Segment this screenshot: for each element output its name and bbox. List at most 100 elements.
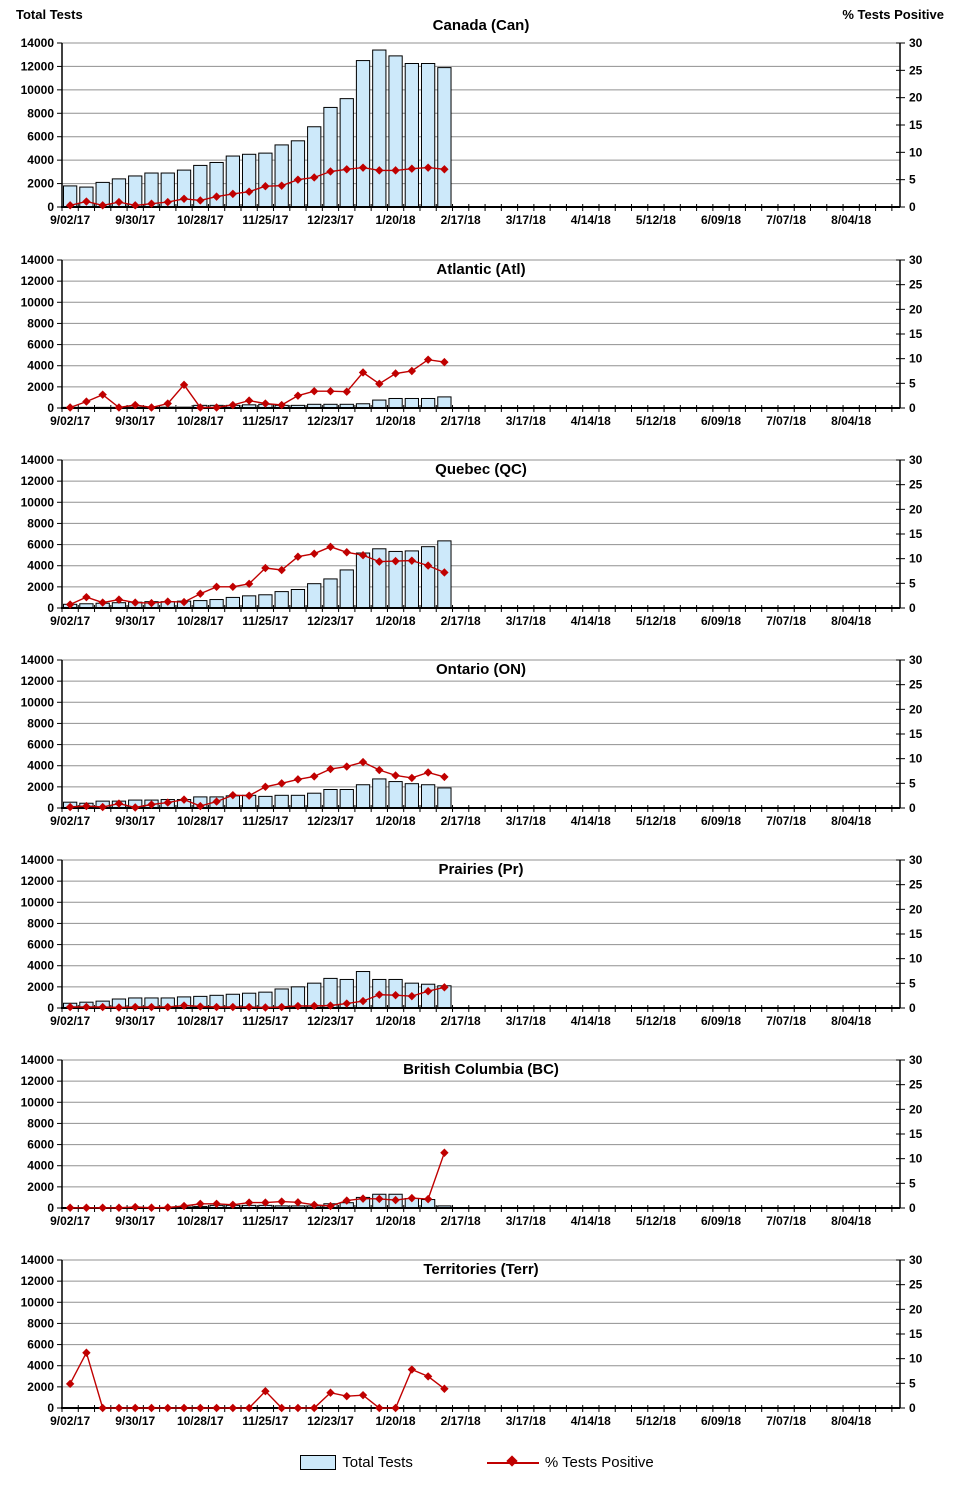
svg-text:4000: 4000 <box>27 959 54 973</box>
svg-text:0: 0 <box>909 1401 916 1415</box>
svg-text:5: 5 <box>909 976 916 990</box>
svg-text:10/28/17: 10/28/17 <box>177 213 224 227</box>
svg-text:15: 15 <box>909 1327 923 1341</box>
svg-text:12/23/17: 12/23/17 <box>307 1014 354 1028</box>
svg-text:Prairies (Pr): Prairies (Pr) <box>438 861 523 878</box>
svg-text:9/02/17: 9/02/17 <box>50 814 90 828</box>
svg-text:2000: 2000 <box>27 1380 54 1394</box>
svg-text:6/09/18: 6/09/18 <box>701 814 741 828</box>
svg-text:8000: 8000 <box>27 716 54 730</box>
svg-text:Territories (Terr): Territories (Terr) <box>423 1261 538 1278</box>
svg-text:2/17/18: 2/17/18 <box>441 814 481 828</box>
svg-text:12000: 12000 <box>21 274 55 288</box>
svg-text:2000: 2000 <box>27 780 54 794</box>
svg-text:12000: 12000 <box>21 1274 55 1288</box>
svg-text:6000: 6000 <box>27 738 54 752</box>
svg-text:7/07/18: 7/07/18 <box>766 1214 806 1228</box>
svg-text:8000: 8000 <box>27 916 54 930</box>
chart-quebec-canvas: 0 2000 4000 6000 8000 10000 12000 14000 0 5 10 15 20… <box>21 453 923 628</box>
svg-text:30: 30 <box>909 453 923 467</box>
svg-text:4000: 4000 <box>27 559 54 573</box>
svg-text:2000: 2000 <box>27 380 54 394</box>
svg-text:10000: 10000 <box>21 895 55 909</box>
svg-text:9/30/17: 9/30/17 <box>115 1014 155 1028</box>
legend: Total Tests % Tests Positive <box>0 1430 954 1494</box>
svg-text:1/20/18: 1/20/18 <box>376 1414 416 1428</box>
svg-text:10/28/17: 10/28/17 <box>177 1214 224 1228</box>
svg-text:2/17/18: 2/17/18 <box>441 1014 481 1028</box>
chart-ontario-canvas: 0 2000 4000 6000 8000 10000 12000 14000 0 5 10 15 20… <box>21 653 923 828</box>
svg-text:30: 30 <box>909 653 923 667</box>
pct-positive-marker <box>486 1455 539 1469</box>
svg-text:6/09/18: 6/09/18 <box>701 614 741 628</box>
svg-text:6000: 6000 <box>27 1138 54 1152</box>
chart-quebec: 0 2000 4000 6000 8000 10000 12000 14000 0 5 10 15 20… <box>0 430 954 630</box>
svg-text:British Columbia (BC): British Columbia (BC) <box>403 1061 559 1078</box>
svg-text:25: 25 <box>909 1078 923 1092</box>
svg-text:2/17/18: 2/17/18 <box>441 414 481 428</box>
svg-text:5: 5 <box>909 576 916 590</box>
svg-text:9/02/17: 9/02/17 <box>50 1014 90 1028</box>
svg-text:0: 0 <box>909 1201 916 1215</box>
svg-text:4/14/18: 4/14/18 <box>571 1014 611 1028</box>
svg-text:5: 5 <box>909 1376 916 1390</box>
svg-text:5/12/18: 5/12/18 <box>636 213 676 227</box>
svg-text:14000: 14000 <box>21 36 55 50</box>
svg-text:15: 15 <box>909 1127 923 1141</box>
svg-text:8/04/18: 8/04/18 <box>831 614 871 628</box>
svg-text:12/23/17: 12/23/17 <box>307 213 354 227</box>
svg-text:4000: 4000 <box>27 759 54 773</box>
svg-text:2000: 2000 <box>27 980 54 994</box>
svg-text:5/12/18: 5/12/18 <box>636 1014 676 1028</box>
svg-text:11/25/17: 11/25/17 <box>242 1014 288 1028</box>
svg-text:6000: 6000 <box>27 1338 54 1352</box>
svg-text:9/30/17: 9/30/17 <box>115 213 155 227</box>
svg-text:10: 10 <box>909 552 923 566</box>
svg-text:3/17/18: 3/17/18 <box>506 614 546 628</box>
svg-text:10/28/17: 10/28/17 <box>177 1414 224 1428</box>
svg-text:4000: 4000 <box>27 1159 54 1173</box>
svg-text:6/09/18: 6/09/18 <box>701 1214 741 1228</box>
pct-positive-diamond-icon <box>506 1455 518 1467</box>
svg-text:2000: 2000 <box>27 1180 54 1194</box>
svg-text:8000: 8000 <box>27 1116 54 1130</box>
svg-text:25: 25 <box>909 63 923 77</box>
legend-total-tests-label: Total Tests <box>342 1453 413 1471</box>
svg-text:12/23/17: 12/23/17 <box>307 414 354 428</box>
svg-text:8/04/18: 8/04/18 <box>831 1014 871 1028</box>
svg-text:6000: 6000 <box>27 938 54 952</box>
svg-text:8000: 8000 <box>27 106 54 120</box>
chart-british-columbia: 0 2000 4000 6000 8000 10000 12000 14000 0 5 10 15 20… <box>0 1030 954 1230</box>
svg-text:5/12/18: 5/12/18 <box>636 1214 676 1228</box>
svg-text:9/30/17: 9/30/17 <box>115 814 155 828</box>
svg-text:25: 25 <box>909 478 923 492</box>
svg-text:12000: 12000 <box>21 1074 55 1088</box>
svg-text:15: 15 <box>909 727 923 741</box>
svg-text:4/14/18: 4/14/18 <box>571 614 611 628</box>
svg-text:14000: 14000 <box>21 1253 55 1267</box>
svg-text:0: 0 <box>909 200 916 214</box>
svg-text:6000: 6000 <box>27 130 54 144</box>
svg-text:2/17/18: 2/17/18 <box>441 1214 481 1228</box>
svg-text:1/20/18: 1/20/18 <box>376 414 416 428</box>
svg-text:20: 20 <box>909 502 923 516</box>
svg-text:10000: 10000 <box>21 83 55 97</box>
svg-text:20: 20 <box>909 91 923 105</box>
svg-text:10: 10 <box>909 1352 923 1366</box>
svg-text:6/09/18: 6/09/18 <box>701 213 741 227</box>
svg-text:9/02/17: 9/02/17 <box>50 1414 90 1428</box>
svg-text:15: 15 <box>909 527 923 541</box>
svg-text:10: 10 <box>909 752 923 766</box>
svg-text:30: 30 <box>909 853 923 867</box>
svg-text:20: 20 <box>909 1102 923 1116</box>
svg-text:10000: 10000 <box>21 295 55 309</box>
svg-text:11/25/17: 11/25/17 <box>242 213 288 227</box>
svg-text:5: 5 <box>909 1176 916 1190</box>
svg-text:7/07/18: 7/07/18 <box>766 814 806 828</box>
svg-text:2/17/18: 2/17/18 <box>441 213 481 227</box>
svg-text:4000: 4000 <box>27 153 54 167</box>
svg-text:8/04/18: 8/04/18 <box>831 414 871 428</box>
svg-text:7/07/18: 7/07/18 <box>766 1414 806 1428</box>
svg-text:2/17/18: 2/17/18 <box>441 1414 481 1428</box>
